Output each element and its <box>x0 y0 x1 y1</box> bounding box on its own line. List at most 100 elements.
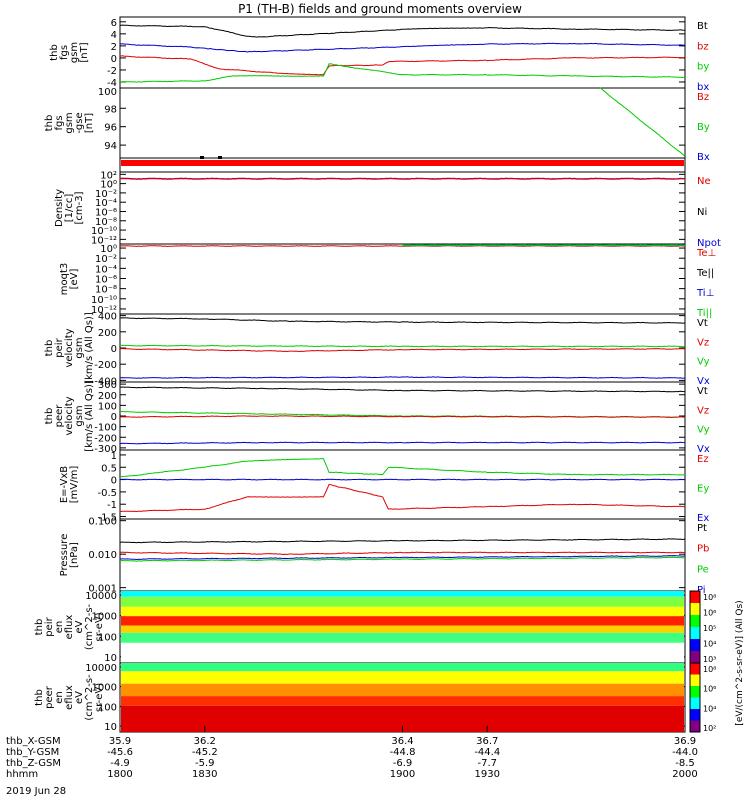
panel-fgs-gse: 98 96 94 100 thb fgs gsm -gse [nT] Bz By Bx <box>44 87 710 163</box>
y-tick-label: 0.100 <box>88 517 117 528</box>
x-row-value: 1800 <box>107 769 132 780</box>
spectrogram-band <box>121 591 684 597</box>
series-line <box>119 458 686 478</box>
series-line <box>119 555 686 561</box>
legend-entry: Ti⊥ <box>696 288 714 299</box>
legend-entry: Vz <box>697 405 709 416</box>
legend-entry: Vy <box>697 425 710 436</box>
colorbar-segment <box>690 720 700 733</box>
x-row-value: 1830 <box>192 769 217 780</box>
x-row-value: -5.9 <box>195 758 215 769</box>
series-line <box>599 87 686 157</box>
panel-frame <box>119 243 686 315</box>
colorbar-tick-label: 10² <box>703 724 716 733</box>
y-tick-label: 10⁻⁴ <box>95 264 117 275</box>
y-tick-label: -200 <box>94 433 117 444</box>
y-tick-label: 200 <box>98 328 117 339</box>
legend-entry: Ez <box>697 454 709 465</box>
colorbar-segment <box>690 697 700 710</box>
y-tick-label: 10000 <box>85 663 117 674</box>
spectrogram-band <box>121 663 684 672</box>
y-tick-label: 10 <box>104 653 117 664</box>
y-tick-label: 200 <box>98 391 117 402</box>
legend-entry: Vt <box>697 318 708 329</box>
series-line <box>119 63 686 83</box>
x-row-value: 1900 <box>390 769 415 780</box>
date-label: 2019 Jun 28 <box>6 786 66 797</box>
legend-entry: Ey <box>697 484 709 495</box>
x-row-value: 1930 <box>475 769 500 780</box>
series-line <box>119 538 686 544</box>
spectrogram-band <box>121 616 684 626</box>
legend-entry: bz <box>697 41 709 52</box>
x-row-value: 36.4 <box>391 736 413 747</box>
panel-pressure: 0.100 0.010 0.001 Pressure [nPa] Pt Pb Pe Pi <box>59 517 709 596</box>
y-tick-label: -1 <box>107 500 117 511</box>
y-tick-label: 0 <box>111 412 117 423</box>
y-tick-label: 1 <box>111 451 117 462</box>
series-line <box>119 551 686 555</box>
legend-entry: Vx <box>697 376 710 387</box>
y-tick-label: 2 <box>111 42 117 53</box>
x-row-label: thb_Z-GSM <box>6 758 61 769</box>
x-row-value: -44.8 <box>390 747 416 758</box>
series-line <box>119 386 686 393</box>
y-tick-label: 96 <box>104 123 117 134</box>
y-tick-label: 10⁻⁴ <box>95 198 117 209</box>
panel-peer-spectrogram: 10000 1000 100 10 thb peer en eflux eV (cm^2-s-sr… <box>34 662 716 733</box>
x-row-label: thb_Y-GSM <box>6 747 59 758</box>
y-tick-label: -400 <box>94 376 117 387</box>
mode-marker <box>218 156 222 159</box>
series-line <box>402 244 685 246</box>
y-axis-label: [1/cc] <box>64 194 75 223</box>
y-tick-label: 10⁰ <box>100 180 117 191</box>
y-axis-label: gsm <box>64 112 75 133</box>
mode-bar-red <box>121 160 684 166</box>
x-row-value: -6.9 <box>393 758 413 769</box>
colorbar-segment <box>690 615 700 628</box>
y-axis-label: [nPa] <box>69 542 80 568</box>
legend-entry: Ni <box>697 207 707 218</box>
y-tick-label: 10⁻⁶ <box>95 207 117 218</box>
x-row-value: 36.2 <box>194 736 216 747</box>
series-line <box>119 24 686 38</box>
series-line <box>119 55 686 76</box>
spectrogram-band <box>121 632 684 643</box>
panel-frame <box>119 313 686 383</box>
y-tick-label: 100 <box>98 632 117 643</box>
y-axis-label: gsm <box>74 337 85 358</box>
series-line <box>119 556 686 562</box>
colorbar-tick-label: 10⁶ <box>703 685 716 694</box>
y-axis-label: E=-VxB <box>59 466 70 503</box>
colorbar-segment <box>690 627 700 640</box>
colorbar-label: [eV/(cm^2-s-sr-eV)] (All Qs) <box>735 600 745 725</box>
x-row-label: thb_X-GSM <box>6 736 61 747</box>
y-tick-label: 4 <box>111 30 117 41</box>
x-row-value: -4.9 <box>110 758 130 769</box>
y-tick-label: 6 <box>111 18 117 29</box>
series-line <box>119 441 686 445</box>
colorbar-tick-label: 10⁵ <box>703 624 716 633</box>
y-tick-label: 1000 <box>92 612 117 623</box>
spectrogram-band <box>121 625 684 633</box>
y-axis-label: thb <box>34 619 45 636</box>
series-line <box>119 483 686 513</box>
y-tick-label: 10⁻² <box>95 189 117 200</box>
y-axis-label: peer <box>44 685 55 709</box>
spectrogram-band <box>121 606 684 617</box>
legend-entry: Vx <box>697 444 710 455</box>
y-tick-label: 100 <box>98 87 117 98</box>
y-axis-label: sr-eV) <box>94 683 105 712</box>
y-axis-label: peir <box>44 616 55 636</box>
y-tick-label: -1.5 <box>97 513 117 524</box>
panel-frame <box>119 87 686 159</box>
colorbar-tick-label: 10⁴ <box>703 640 716 649</box>
mode-marker <box>200 156 204 159</box>
y-axis-label: gsm <box>74 405 85 426</box>
colorbar-segment <box>690 663 700 675</box>
y-axis-label: thb <box>34 689 45 706</box>
colorbar-tick-label: 10³ <box>703 655 716 664</box>
